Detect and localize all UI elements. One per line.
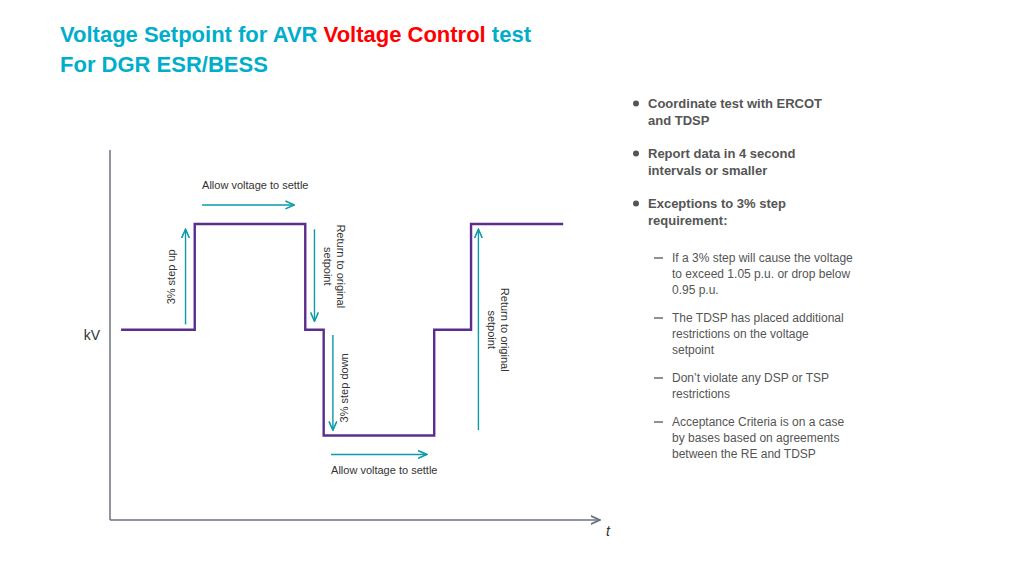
annotation-label: 3% step down	[338, 353, 350, 422]
sub-bullet-dash	[654, 257, 663, 258]
sub-bullet-text: Don’t violate any DSP or TSPrestrictions	[672, 371, 829, 401]
sub-bullet-dash	[654, 421, 663, 422]
annotation-arrow	[332, 335, 333, 430]
bullet-dot	[633, 201, 639, 207]
bullet-dot	[633, 101, 639, 107]
bullet-dot	[633, 151, 639, 157]
bullet-text: Coordinate test with ERCOTand TDSP	[648, 96, 822, 128]
annotation-label: Allow voltage to settle	[331, 464, 437, 476]
sub-bullet-dash	[654, 377, 663, 378]
sub-bullet-dash	[654, 317, 663, 318]
title-part: Voltage Control	[324, 22, 486, 47]
annotation-arrow	[331, 454, 427, 455]
x-axis-line	[110, 519, 600, 521]
annotation-label: Return to originalsetpoint	[322, 224, 347, 308]
y-axis-line	[109, 150, 111, 520]
title: Voltage Setpoint for AVR Voltage Control…	[60, 22, 532, 47]
x-axis-label: t	[606, 523, 611, 539]
annotation-arrow	[185, 229, 186, 324]
waveform-line	[121, 224, 563, 435]
title-part: test	[486, 22, 532, 47]
plot-area	[121, 224, 563, 435]
annotation-arrow	[314, 229, 315, 321]
annotation-label: 3% step up	[165, 249, 177, 304]
annotation-arrow	[202, 204, 294, 205]
annotation-label: Return to originalsetpoint	[486, 288, 511, 372]
bullet-text: Exceptions to 3% steprequirement:	[648, 196, 786, 228]
annotation-arrow	[478, 229, 479, 430]
sub-bullet-text: If a 3% step will cause the voltageto ex…	[672, 251, 853, 297]
bullet-text: Report data in 4 secondintervals or smal…	[648, 146, 795, 178]
sub-bullet-text: Acceptance Criteria is on a caseby bases…	[672, 415, 844, 461]
title-part: Voltage Setpoint for AVR	[60, 22, 324, 47]
annotation-label: Allow voltage to settle	[202, 179, 308, 191]
y-axis-label: kV	[84, 327, 101, 343]
subtitle: For DGR ESR/BESS	[60, 52, 268, 77]
sub-bullet-text: The TDSP has placed additionalrestrictio…	[672, 311, 844, 357]
chart: Voltage Setpoint for AVR Voltage Control…	[0, 0, 1024, 576]
